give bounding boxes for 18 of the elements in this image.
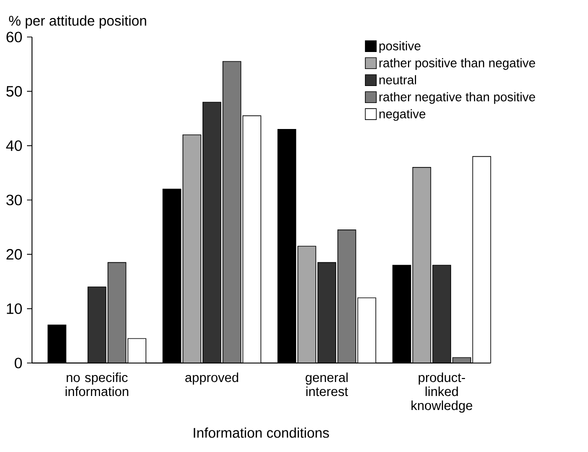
legend-label: neutral [379,75,416,84]
y-tick-label: 60 [6,32,22,42]
y-tick-label: 20 [6,249,22,260]
y-tick-label: 50 [6,86,22,97]
legend-label: positive [379,41,420,53]
y-tick-label: 30 [6,194,22,206]
x-axis-title: Information conditions [194,428,329,438]
x-tick-label: general interest [306,372,348,396]
x-tick-label: product-linked knowledge [412,372,472,413]
y-tick-label: 0 [14,358,22,368]
x-tick-label: approved [185,372,238,385]
legend-label: rather negative than positive [379,92,536,104]
legend-label: negative [379,109,426,121]
y-tick-label: 40 [6,140,22,151]
x-tick-label: no specific information [66,372,128,396]
y-tick-label: 10 [6,303,22,314]
legend-label: rather positive than negative [379,58,536,70]
y-axis-title: % per attitude position [9,15,146,28]
